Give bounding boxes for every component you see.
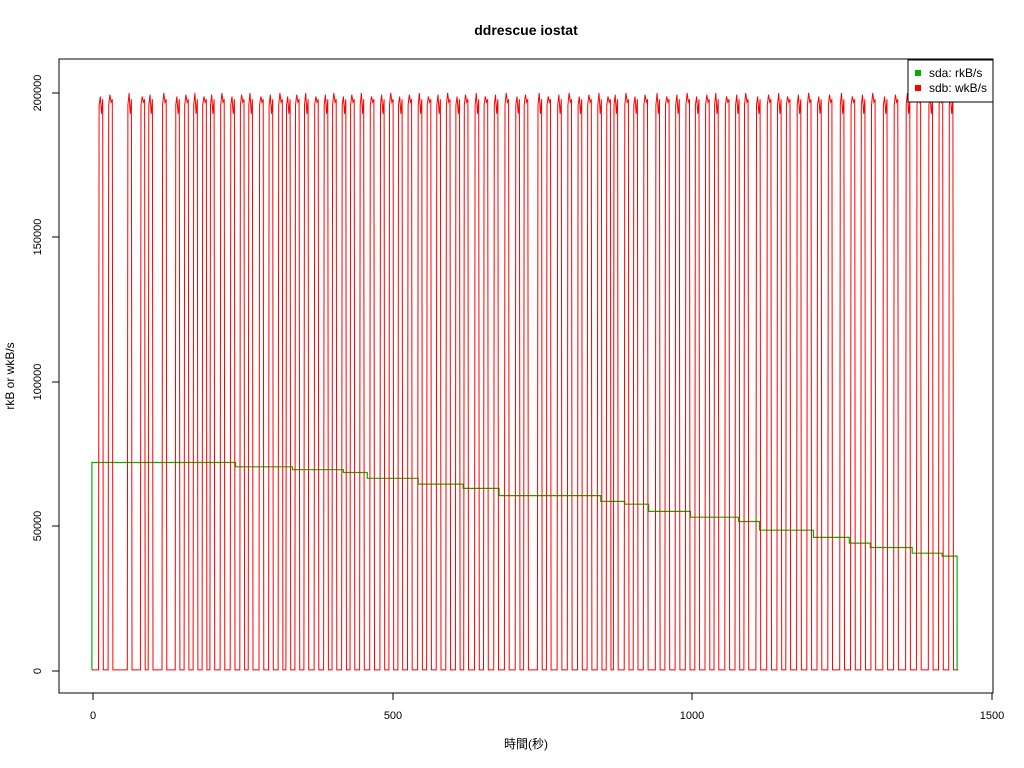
legend-swatch-sdb [915, 85, 921, 91]
y-tick-label-50000: 50000 [32, 511, 44, 542]
legend-label-sdb: sdb: wkB/s [929, 81, 987, 95]
legend-label-sda: sda: rkB/s [929, 66, 982, 80]
series-sdb-wkb [91, 92, 958, 671]
legend-swatch-sda [915, 70, 921, 76]
series-line-sdb [91, 92, 958, 671]
y-axis: 0 50000 100000 150000 200000 [32, 75, 60, 674]
x-axis-title: 時間(秒) [504, 737, 548, 751]
x-tick-label-500: 500 [384, 710, 402, 722]
x-tick-label-0: 0 [90, 710, 96, 722]
series-sda-rkb [91, 461, 959, 671]
chart-title: ddrescue iostat [474, 22, 578, 38]
y-tick-label-0: 0 [32, 668, 44, 674]
legend: sda: rkB/s sdb: wkB/s [907, 59, 994, 103]
legend-box [907, 59, 994, 103]
x-tick-label-1000: 1000 [680, 710, 704, 722]
y-tick-label-200000: 200000 [32, 75, 44, 112]
series-line-sda [91, 461, 959, 671]
plot-area [91, 92, 959, 671]
x-tick-label-1500: 1500 [980, 710, 1004, 722]
plot-frame [58, 58, 994, 694]
x-axis: 0 500 1000 1500 [90, 692, 1004, 722]
y-tick-label-100000: 100000 [32, 364, 44, 401]
y-tick-label-150000: 150000 [32, 219, 44, 256]
y-axis-title: rkB or wkB/s [3, 342, 17, 409]
